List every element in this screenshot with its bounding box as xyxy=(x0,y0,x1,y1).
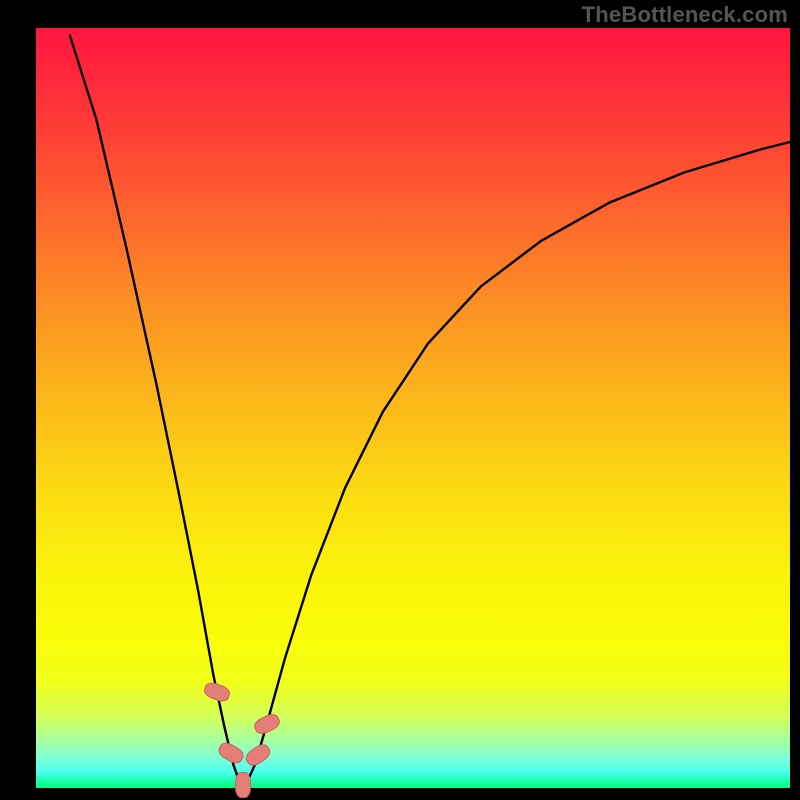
bottleneck-curve xyxy=(36,28,790,788)
plot-area xyxy=(36,28,790,788)
watermark-text: TheBottleneck.com xyxy=(582,2,788,28)
chart-container: TheBottleneck.com xyxy=(0,0,800,800)
curve-marker xyxy=(235,772,251,798)
